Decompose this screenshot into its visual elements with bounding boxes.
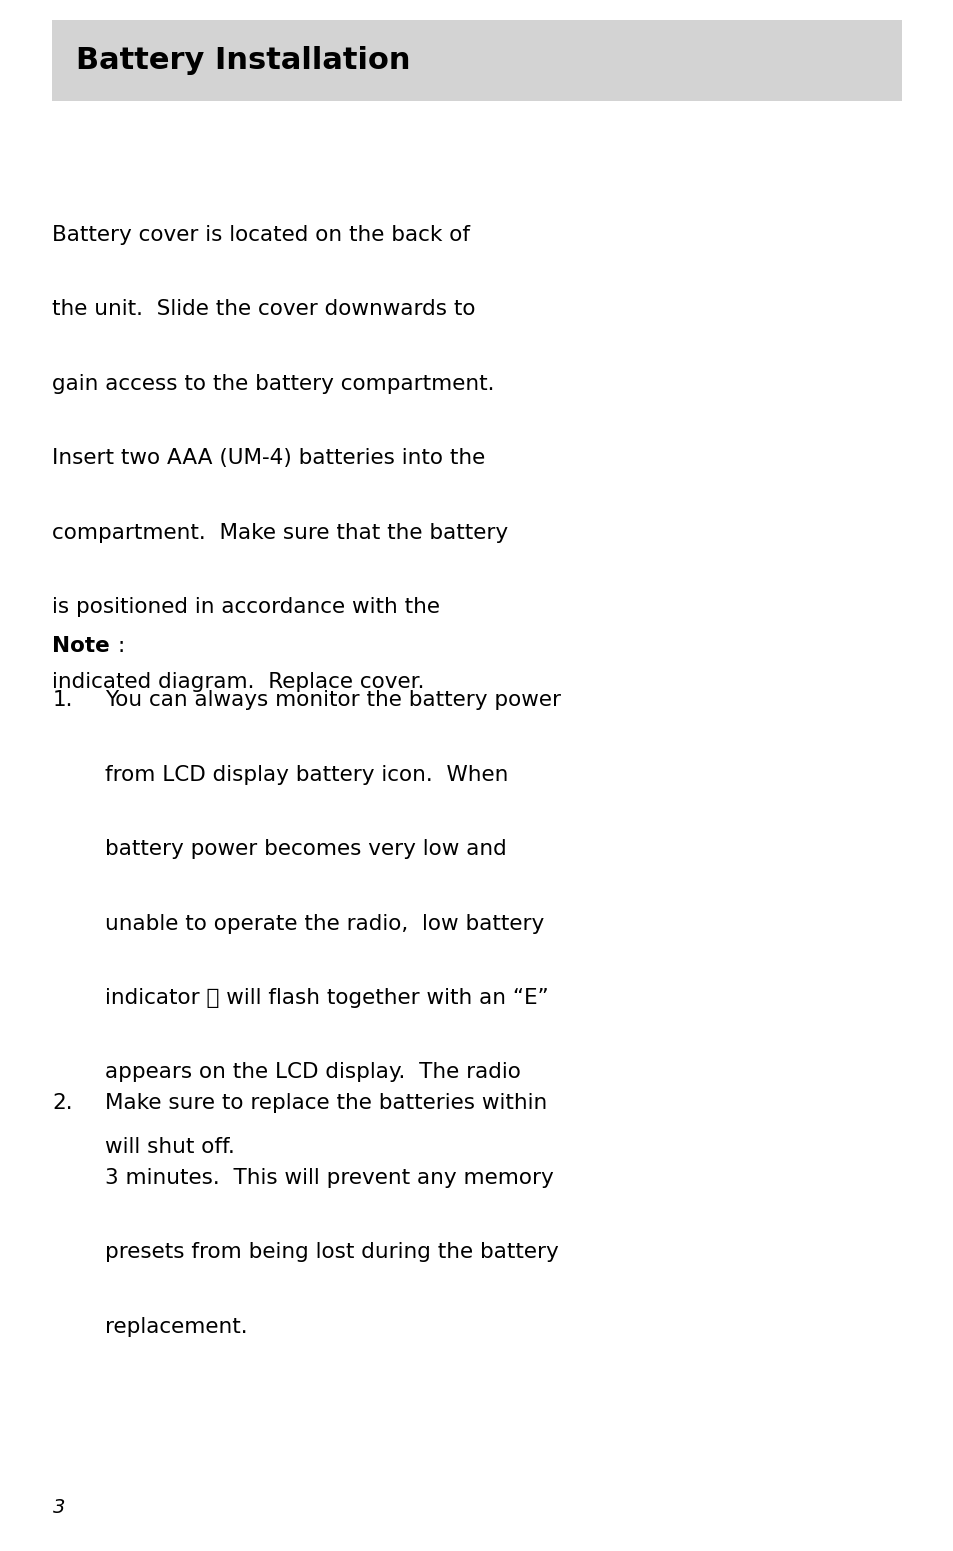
- Text: 3 minutes.  This will prevent any memory: 3 minutes. This will prevent any memory: [105, 1168, 553, 1188]
- Text: 2.: 2.: [52, 1093, 73, 1114]
- Text: appears on the LCD display.  The radio: appears on the LCD display. The radio: [105, 1062, 520, 1083]
- Text: Make sure to replace the batteries within: Make sure to replace the batteries withi…: [105, 1093, 547, 1114]
- Text: You can always monitor the battery power: You can always monitor the battery power: [105, 690, 560, 710]
- Text: from LCD display battery icon.  When: from LCD display battery icon. When: [105, 765, 508, 785]
- Text: is positioned in accordance with the: is positioned in accordance with the: [52, 597, 440, 617]
- Text: 1.: 1.: [52, 690, 72, 710]
- Text: 3: 3: [52, 1498, 65, 1517]
- Text: indicated diagram.  Replace cover.: indicated diagram. Replace cover.: [52, 672, 424, 692]
- Text: unable to operate the radio,  low battery: unable to operate the radio, low battery: [105, 914, 543, 934]
- Text: gain access to the battery compartment.: gain access to the battery compartment.: [52, 374, 495, 394]
- Text: :: :: [117, 636, 125, 656]
- Text: Battery cover is located on the back of: Battery cover is located on the back of: [52, 225, 470, 245]
- Text: replacement.: replacement.: [105, 1317, 248, 1337]
- Text: compartment.  Make sure that the battery: compartment. Make sure that the battery: [52, 523, 508, 543]
- FancyBboxPatch shape: [52, 20, 901, 101]
- Text: Battery Installation: Battery Installation: [76, 47, 411, 74]
- Text: Insert two AAA (UM-4) batteries into the: Insert two AAA (UM-4) batteries into the: [52, 448, 485, 468]
- Text: will shut off.: will shut off.: [105, 1137, 234, 1157]
- Text: presets from being lost during the battery: presets from being lost during the batte…: [105, 1242, 558, 1263]
- Text: Note: Note: [52, 636, 111, 656]
- Text: battery power becomes very low and: battery power becomes very low and: [105, 839, 506, 859]
- Text: the unit.  Slide the cover downwards to: the unit. Slide the cover downwards to: [52, 299, 476, 320]
- Text: indicator ⎓ will flash together with an “E”: indicator ⎓ will flash together with an …: [105, 988, 548, 1008]
